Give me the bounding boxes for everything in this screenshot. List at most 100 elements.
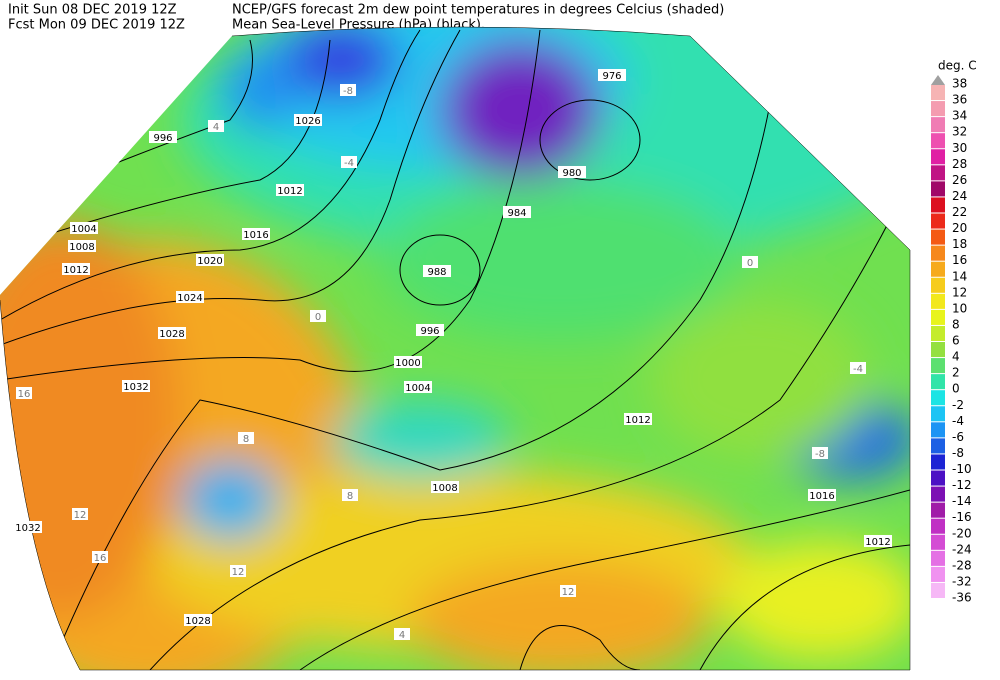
isobar-label-bg bbox=[68, 240, 96, 252]
legend-swatch bbox=[931, 534, 945, 550]
isobar-label: 1008 bbox=[68, 240, 96, 253]
legend-label: 8 bbox=[952, 317, 960, 331]
dewpoint-label-text: 4 bbox=[399, 630, 405, 641]
dewpoint-label: 0 bbox=[310, 310, 326, 323]
dewpoint-label-bg bbox=[238, 432, 254, 444]
isobar-label-bg bbox=[404, 381, 432, 393]
legend-label: -4 bbox=[952, 414, 964, 428]
isobar-label: 988 bbox=[423, 265, 451, 278]
dewpoint-label: 0 bbox=[742, 256, 758, 269]
map-labels: 996 1026 1012 1004 1016 1008 1012 1020 1024 1028 1… bbox=[14, 69, 892, 641]
isobar-label-text: 984 bbox=[507, 208, 526, 219]
isobar-label-bg bbox=[598, 69, 626, 81]
dewpoint-label-text: 12 bbox=[562, 587, 575, 598]
dewpoint-label-bg bbox=[341, 156, 357, 168]
isobar-label-text: 996 bbox=[420, 326, 439, 337]
isobar-label-text: 1012 bbox=[277, 186, 302, 197]
isobar-label-bg bbox=[242, 228, 270, 240]
dewpoint-label-bg bbox=[340, 84, 356, 96]
isobar-label-bg bbox=[808, 489, 836, 501]
isobar-label-bg bbox=[503, 206, 531, 218]
isobar-label-text: 1008 bbox=[69, 242, 94, 253]
legend-swatch bbox=[931, 245, 945, 261]
dewpoint-label-bg bbox=[72, 508, 88, 520]
dewpoint-label: 12 bbox=[560, 585, 576, 598]
legend-swatch bbox=[931, 213, 945, 229]
isobar-label-bg bbox=[70, 222, 98, 234]
isobar-label: 996 bbox=[149, 131, 177, 144]
dewpoint-label: 12 bbox=[72, 508, 88, 521]
isobar-label-text: 1016 bbox=[809, 491, 834, 502]
isobar-label-text: 980 bbox=[562, 168, 581, 179]
dewpoint-label: 16 bbox=[16, 387, 32, 400]
legend-swatch bbox=[931, 261, 945, 277]
isobar-label-bg bbox=[431, 481, 459, 493]
legend-swatch bbox=[931, 101, 945, 117]
isobar-label-bg bbox=[558, 166, 586, 178]
legend-label: 36 bbox=[952, 93, 967, 107]
isobar-label-bg bbox=[149, 131, 177, 143]
dewpoint-label-bg bbox=[812, 447, 828, 459]
dewpoint-label-text: 12 bbox=[74, 510, 87, 521]
legend: deg. C 383634323028262422201816141210864… bbox=[931, 59, 977, 605]
legend-label: 4 bbox=[952, 350, 960, 364]
legend-top-arrow bbox=[931, 75, 945, 85]
isobar-label: 1032 bbox=[122, 380, 150, 393]
isobar-label: 980 bbox=[558, 166, 586, 179]
legend-label: -24 bbox=[952, 542, 972, 556]
dewpoint-label-text: -4 bbox=[853, 364, 863, 375]
dewpoint-label-text: 0 bbox=[747, 258, 753, 269]
init-time: Init Sun 08 DEC 2019 12Z bbox=[8, 3, 177, 18]
legend-label: -8 bbox=[952, 446, 964, 460]
isobar-label-bg bbox=[14, 521, 42, 533]
isobar-label-bg bbox=[276, 184, 304, 196]
legend-swatch bbox=[931, 197, 945, 213]
isobar-label-bg bbox=[416, 324, 444, 336]
isobar-label-text: 1032 bbox=[15, 523, 40, 534]
legend-swatch bbox=[931, 470, 945, 486]
legend-label: 2 bbox=[952, 366, 960, 380]
dewpoint-label: -4 bbox=[850, 362, 866, 375]
legend-swatch bbox=[931, 438, 945, 454]
dewpoint-label-bg bbox=[742, 256, 758, 268]
legend-swatch bbox=[931, 85, 945, 101]
isobar-label-text: 1026 bbox=[295, 116, 320, 127]
dewpoint-label: 8 bbox=[238, 432, 254, 445]
legend-label: 22 bbox=[952, 205, 967, 219]
dewpoint-label-bg bbox=[16, 387, 32, 399]
legend-swatch bbox=[931, 454, 945, 470]
dewpoint-label-text: 8 bbox=[243, 434, 249, 445]
isobar-label-text: 1016 bbox=[243, 230, 268, 241]
legend-label: -28 bbox=[952, 558, 972, 572]
isobar-label: 1032 bbox=[14, 521, 42, 534]
isobar-label-text: 1020 bbox=[197, 256, 222, 267]
isobar-label: 1012 bbox=[864, 535, 892, 548]
legend-label: 6 bbox=[952, 334, 960, 348]
isobar-label-bg bbox=[864, 535, 892, 547]
isobar-label-text: 1012 bbox=[63, 265, 88, 276]
isobar-label-text: 1028 bbox=[185, 616, 210, 627]
dewpoint-label-bg bbox=[850, 362, 866, 374]
dewpoint-label-text: 12 bbox=[232, 567, 245, 578]
legend-swatch bbox=[931, 229, 945, 245]
isobar-label-text: 1004 bbox=[405, 383, 430, 394]
legend-swatch bbox=[931, 165, 945, 181]
legend-label: -12 bbox=[952, 478, 972, 492]
dewpoint-label: -4 bbox=[341, 156, 357, 169]
dewpoint-label: 16 bbox=[92, 551, 108, 564]
dewpoint-label-bg bbox=[92, 551, 108, 563]
map-border bbox=[0, 26, 911, 671]
legend-label: -32 bbox=[952, 574, 972, 588]
legend-swatch bbox=[931, 181, 945, 197]
legend-swatch bbox=[931, 422, 945, 438]
isobar-label-text: 996 bbox=[153, 133, 172, 144]
legend-swatch bbox=[931, 550, 945, 566]
legend-swatch bbox=[931, 518, 945, 534]
isobar-label-bg bbox=[122, 380, 150, 392]
isobar-label: 1008 bbox=[431, 481, 459, 494]
legend-label: 24 bbox=[952, 189, 967, 203]
isobar-label-bg bbox=[196, 254, 224, 266]
legend-swatch bbox=[931, 325, 945, 341]
isobar-label: 1024 bbox=[176, 291, 204, 304]
legend-label: 26 bbox=[952, 173, 967, 187]
